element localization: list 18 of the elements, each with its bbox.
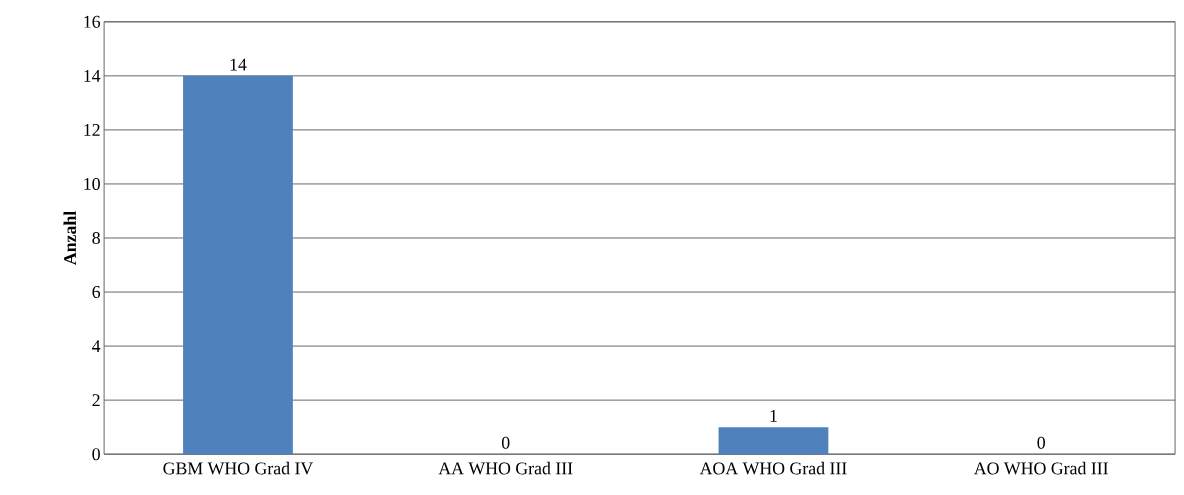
y-tick-label: 12 xyxy=(84,124,100,136)
y-tick-label: 8 xyxy=(92,232,100,245)
data-label: 14 xyxy=(230,58,247,71)
data-label: 0 xyxy=(1037,436,1045,449)
x-tick-label: AA WHO Grad III xyxy=(438,461,573,475)
y-tick-label: 10 xyxy=(84,178,100,191)
y-tick-label: 6 xyxy=(92,286,101,299)
y-tick-label: 4 xyxy=(92,340,101,353)
y-axis-title: Anzahl xyxy=(63,211,77,266)
y-tick-label: 14 xyxy=(84,70,101,82)
x-tick-label: AO WHO Grad III xyxy=(973,461,1108,475)
x-tick-label: AOA WHO Grad III xyxy=(699,461,847,475)
data-label: 0 xyxy=(501,436,510,449)
x-tick-label: GBM WHO Grad IV xyxy=(163,461,314,475)
y-tick-label: 2 xyxy=(92,394,100,407)
y-tick-label: 0 xyxy=(92,448,100,461)
y-tick-label: 16 xyxy=(84,15,101,28)
data-label: 1 xyxy=(770,410,777,422)
